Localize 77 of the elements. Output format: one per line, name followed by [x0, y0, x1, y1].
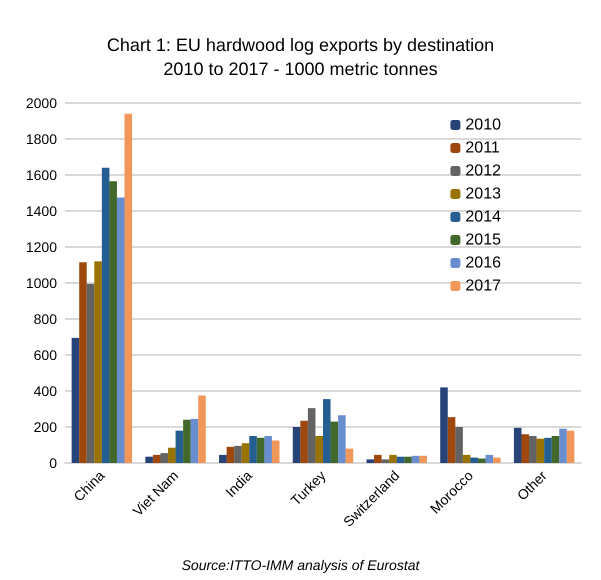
bar: [264, 436, 272, 463]
bar: [404, 456, 412, 463]
bar: [478, 458, 486, 463]
bar: [272, 440, 280, 463]
bar: [419, 456, 427, 463]
chart-title: Chart 1: EU hardwood log exports by destination 2010 to 2017 - 1000 metric tonnes: [106, 35, 494, 79]
bar: [566, 430, 574, 463]
bar: [366, 459, 374, 463]
bar: [455, 427, 463, 463]
bar: [116, 198, 125, 463]
source-note: Source:ITTO-IMM analysis of Eurostat: [182, 557, 421, 573]
bar: [308, 408, 316, 463]
bar: [412, 456, 420, 463]
legend-label: 2015: [465, 232, 502, 248]
bar: [529, 436, 537, 463]
bar: [102, 168, 110, 463]
bar: [536, 438, 544, 463]
bar: [486, 454, 494, 463]
bar: [315, 436, 323, 463]
bar: [338, 415, 346, 463]
bar: [323, 399, 331, 463]
bar: [176, 430, 184, 463]
bar: [79, 262, 87, 463]
bar: [330, 422, 338, 463]
y-tick-label: 1400: [26, 203, 58, 219]
y-tick-label: 2000: [26, 95, 58, 111]
bar: [168, 448, 176, 463]
bar: [256, 438, 264, 463]
bar: [559, 428, 567, 463]
bar: [198, 396, 206, 463]
bar: [219, 454, 227, 463]
bar: [160, 453, 168, 463]
bar: [190, 418, 198, 463]
bar: [396, 456, 404, 463]
bar: [493, 458, 501, 463]
bar: [183, 420, 191, 463]
bar: [234, 446, 242, 463]
bar: [448, 417, 456, 463]
bar: [72, 338, 80, 463]
bar: [145, 456, 153, 463]
bar: [382, 459, 390, 463]
legend-label: 2017: [465, 278, 502, 294]
legend-label: 2012: [465, 162, 502, 180]
bar: [374, 454, 382, 463]
bar: [152, 454, 160, 463]
y-tick-label: 400: [34, 383, 58, 399]
y-tick-label: 1600: [26, 167, 58, 183]
y-tick-label: 1800: [26, 131, 58, 147]
legend-label: 2011: [465, 140, 500, 156]
bar: [346, 448, 354, 463]
bar: [521, 434, 530, 463]
y-tick-label: 200: [34, 419, 58, 435]
bar: [292, 427, 300, 463]
legend-label: 2010: [465, 116, 502, 134]
bar: [124, 114, 132, 463]
bar: [86, 284, 94, 463]
bar: [470, 458, 478, 463]
y-tick-label: 800: [34, 311, 58, 327]
legend-label: 2016: [465, 254, 502, 272]
bar: [300, 420, 308, 463]
bar: [462, 454, 470, 463]
legend-label: 2014: [465, 208, 502, 226]
y-tick-label: 1000: [26, 275, 58, 291]
legend-label: 2013: [465, 186, 502, 202]
bar: [242, 443, 250, 463]
y-tick-label: 600: [34, 347, 58, 363]
bar: [94, 261, 102, 463]
bar: [552, 436, 560, 463]
bar: [544, 438, 552, 463]
bar: [514, 428, 522, 463]
y-tick-label: 1200: [26, 239, 58, 255]
bar: [249, 436, 257, 463]
bar: [389, 454, 397, 463]
bar: [440, 387, 448, 463]
y-tick-label: 0: [49, 455, 58, 471]
bar: [109, 181, 117, 463]
bar: [226, 446, 234, 463]
